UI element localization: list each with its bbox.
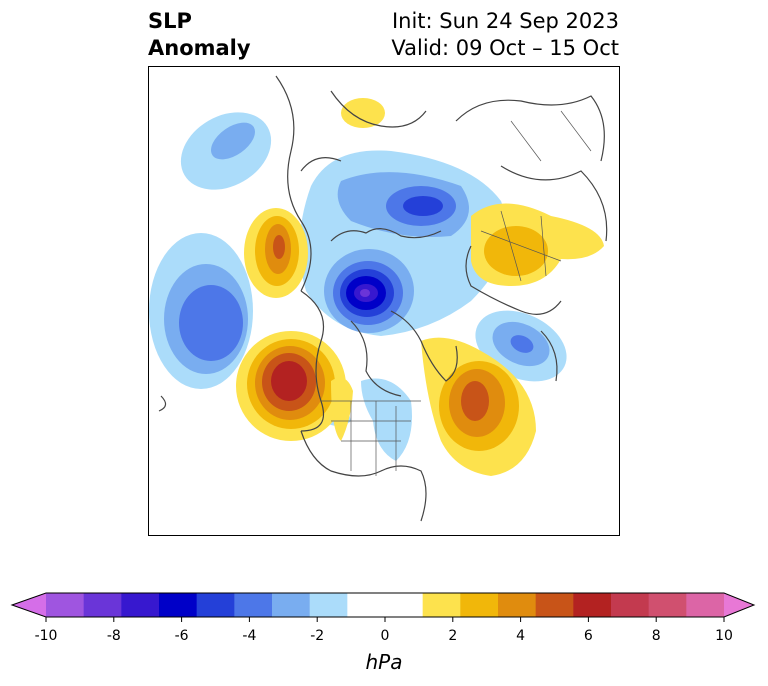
colorbar-tick-label: -4: [242, 628, 257, 644]
colorbar-unit-label: hPa: [365, 650, 403, 674]
colorbar-segment: [159, 593, 198, 617]
colorbar-tick-label: -8: [106, 628, 121, 644]
colorbar-tick-label: -2: [310, 628, 325, 644]
colorbar-segment: [535, 593, 574, 617]
colorbar-tick-label: 4: [516, 628, 526, 644]
valid-date-label: Valid: 09 Oct – 15 Oct: [391, 36, 619, 60]
title-line-2: Anomaly: [148, 36, 251, 60]
date-info: Init: Sun 24 Sep 2023 Valid: 09 Oct – 15…: [391, 8, 619, 62]
colorbar-tick-label: 6: [583, 628, 593, 644]
map-title: SLP Anomaly: [148, 8, 251, 62]
colorbar-segment: [121, 593, 160, 617]
colorbar-segment: [234, 593, 273, 617]
colorbar-segment: [309, 593, 348, 617]
negative-anomaly-contours: [149, 112, 567, 461]
colorbar-segment: [498, 593, 537, 617]
colorbar-segment: [573, 593, 612, 617]
colorbar-tick-label: -6: [174, 628, 189, 644]
colorbar-segment: [385, 593, 424, 617]
init-date-label: Init: Sun 24 Sep 2023: [391, 9, 619, 33]
colorbar-segment: [83, 593, 122, 617]
map-panel: [148, 66, 620, 536]
anomaly-map: [149, 75, 608, 522]
colorbar: [10, 592, 756, 622]
colorbar-tick-label: 2: [448, 628, 458, 644]
colorbar-segment: [422, 593, 461, 617]
colorbar-tick-label: 10: [715, 628, 733, 644]
positive-anomaly-contours: [236, 98, 604, 476]
coastlines: [158, 75, 608, 522]
colorbar-segment: [46, 593, 85, 617]
colorbar-tick-label: -10: [34, 628, 58, 644]
political-borders: [321, 110, 592, 476]
colorbar-segment: [648, 593, 687, 617]
colorbar-extend-max: [724, 593, 754, 617]
colorbar-segment: [347, 593, 386, 617]
colorbar-segment: [460, 593, 499, 617]
colorbar-segment: [196, 593, 235, 617]
colorbar-segment: [686, 593, 725, 617]
colorbar-tick-label: 0: [380, 628, 390, 644]
title-line-1: SLP: [148, 9, 192, 33]
colorbar-segment: [272, 593, 311, 617]
colorbar-tick-label: 8: [651, 628, 661, 644]
colorbar-extend-min: [12, 593, 46, 617]
colorbar-segment: [611, 593, 650, 617]
